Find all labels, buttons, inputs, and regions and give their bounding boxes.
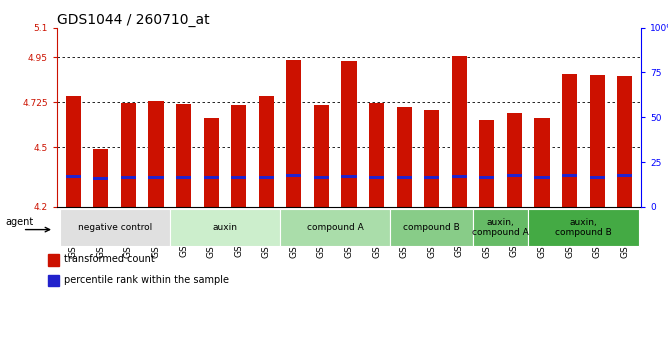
Bar: [204, 118, 218, 207]
Bar: [397, 176, 411, 179]
Bar: [452, 175, 467, 178]
Bar: [176, 176, 191, 179]
Bar: [65, 175, 81, 178]
Bar: [48, 254, 59, 266]
Bar: [287, 174, 301, 177]
Bar: [176, 104, 191, 207]
Text: auxin,
compound A: auxin, compound A: [472, 218, 529, 237]
FancyBboxPatch shape: [280, 209, 390, 246]
Text: compound A: compound A: [307, 223, 363, 232]
Bar: [480, 120, 494, 207]
Bar: [617, 77, 633, 207]
Bar: [48, 275, 59, 286]
Bar: [507, 113, 522, 207]
Bar: [397, 107, 411, 207]
Text: GDS1044 / 260710_at: GDS1044 / 260710_at: [57, 12, 209, 27]
Bar: [480, 176, 494, 179]
Text: agent: agent: [6, 217, 34, 227]
Bar: [507, 174, 522, 177]
Bar: [534, 118, 550, 207]
Bar: [424, 176, 440, 179]
Bar: [65, 96, 81, 207]
Text: auxin,
compound B: auxin, compound B: [555, 218, 612, 237]
Text: compound B: compound B: [403, 223, 460, 232]
FancyBboxPatch shape: [390, 209, 473, 246]
Text: percentile rank within the sample: percentile rank within the sample: [64, 275, 229, 285]
Bar: [121, 104, 136, 207]
Bar: [259, 96, 274, 207]
FancyBboxPatch shape: [59, 209, 170, 246]
Bar: [148, 101, 164, 207]
Bar: [231, 176, 246, 179]
Bar: [94, 177, 108, 180]
Bar: [204, 176, 218, 179]
Bar: [259, 176, 274, 179]
Bar: [94, 149, 108, 207]
Bar: [562, 174, 577, 177]
Bar: [341, 61, 357, 207]
Text: auxin: auxin: [212, 223, 237, 232]
Bar: [590, 76, 605, 207]
Bar: [562, 75, 577, 207]
FancyBboxPatch shape: [170, 209, 280, 246]
Bar: [534, 176, 550, 179]
Text: transformed count: transformed count: [64, 254, 155, 264]
FancyBboxPatch shape: [528, 209, 639, 246]
Bar: [452, 56, 467, 207]
Bar: [121, 176, 136, 179]
Bar: [369, 104, 384, 207]
Bar: [148, 176, 164, 179]
Bar: [231, 105, 246, 207]
Text: negative control: negative control: [77, 223, 152, 232]
Bar: [590, 176, 605, 179]
Bar: [314, 105, 329, 207]
FancyBboxPatch shape: [473, 209, 528, 246]
Bar: [341, 175, 357, 178]
Bar: [369, 176, 384, 179]
Bar: [424, 110, 440, 207]
Bar: [617, 174, 633, 177]
Bar: [287, 60, 301, 207]
Bar: [314, 176, 329, 179]
